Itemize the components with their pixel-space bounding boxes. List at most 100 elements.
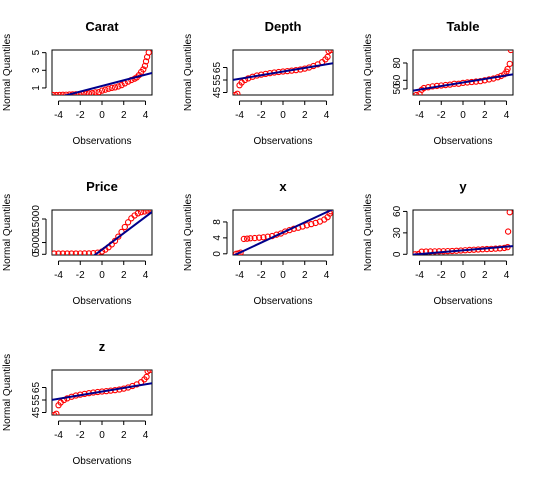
data-point (255, 234, 263, 241)
y-tick-label: 5000 (31, 231, 42, 254)
data-point (234, 90, 241, 95)
data-point (102, 86, 109, 93)
y-tick-label: 50 (392, 83, 403, 95)
plot-frame-z (51, 369, 153, 416)
x-tick-label: -2 (437, 270, 446, 281)
data-point (94, 249, 101, 255)
data-point (477, 78, 484, 85)
data-layer-depth (233, 50, 333, 95)
data-point (325, 50, 332, 55)
x-tick-label: -4 (235, 110, 244, 121)
data-point (92, 89, 99, 95)
plot-title-carat: Carat (85, 19, 119, 34)
data-point (52, 91, 57, 95)
x-axis-label-carat: Observations (73, 136, 132, 147)
y-axis-label-depth: Normal Quantiles (183, 34, 194, 111)
x-axis-label-z: Observations (73, 456, 132, 467)
x-tick-label: 0 (460, 270, 466, 281)
data-point (137, 210, 145, 216)
x-tick-label: -2 (257, 110, 266, 121)
plot-title-x: x (279, 179, 287, 194)
data-point (506, 210, 513, 216)
x-tick-label: 2 (302, 270, 308, 281)
y-tick-label: 55 (31, 394, 42, 406)
x-tick-label: -2 (437, 110, 446, 121)
panel-price: Price Observations Normal Quantiles -4 -2 0 2 4… (2, 179, 153, 307)
data-point (105, 85, 112, 92)
x-axis-label-x: Observations (254, 296, 313, 307)
x-tick-label: 4 (324, 110, 330, 121)
panel-table: Table Observations Normal Quantiles -4 -2 0 2 4… (363, 19, 514, 147)
plot-title-y: y (459, 179, 467, 194)
x-axis-label-price: Observations (73, 296, 132, 307)
data-point (327, 50, 333, 54)
data-point (64, 250, 71, 255)
panel-x: x Observations Normal Quantiles -4 -2 0 2 4 0 4 8 (183, 179, 334, 307)
data-point (118, 81, 125, 89)
data-layer-table (413, 50, 513, 95)
x-tick-label: -2 (257, 270, 266, 281)
plot-frame-y (412, 209, 514, 256)
data-point (111, 84, 119, 91)
data-layer-price (52, 210, 152, 255)
reference-line-price (93, 211, 152, 255)
data-point (89, 89, 96, 95)
y-tick-label: 65 (212, 62, 223, 74)
data-point (324, 53, 331, 61)
y-tick-label: 15000 (31, 205, 42, 233)
reference-line-x (233, 210, 333, 255)
x-tick-label: -2 (76, 270, 85, 281)
y-axis-label-y: Normal Quantiles (363, 194, 374, 271)
data-point (98, 87, 106, 94)
y-tick-label: 80 (392, 57, 403, 69)
x-tick-label: 4 (143, 430, 149, 441)
data-point (81, 250, 88, 255)
x-tick-label: 0 (99, 110, 105, 121)
y-axis-label-table: Normal Quantiles (363, 34, 374, 111)
y-tick-label: 0 (392, 251, 403, 257)
data-point (504, 65, 511, 73)
data-point (53, 410, 60, 415)
data-point (82, 90, 89, 95)
data-point (140, 66, 147, 73)
panel-y: y Observations Normal Quantiles -4 -2 0 2 4 0 30 6… (363, 179, 514, 307)
data-point (115, 233, 122, 240)
data-point (303, 222, 311, 229)
y-tick-label: 60 (392, 74, 403, 86)
data-point (247, 235, 254, 242)
y-axis-label-carat: Normal Quantiles (2, 34, 13, 111)
y-axis-label-x: Normal Quantiles (183, 194, 194, 271)
data-point (504, 228, 512, 235)
x-tick-label: 2 (482, 270, 488, 281)
data-point (260, 234, 267, 241)
y-axis-label-price: Normal Quantiles (2, 194, 13, 271)
data-point (141, 210, 148, 215)
x-tick-label: -2 (76, 110, 85, 121)
data-layer-z (52, 370, 152, 415)
x-tick-label: 2 (121, 270, 127, 281)
x-tick-label: 4 (143, 270, 149, 281)
data-point (124, 219, 132, 226)
data-point (68, 250, 75, 255)
data-point (243, 235, 251, 242)
x-tick-label: 4 (143, 110, 149, 121)
data-point (308, 220, 315, 228)
data-point (506, 60, 513, 67)
x-tick-label: -4 (415, 110, 424, 121)
x-tick-label: 0 (99, 270, 105, 281)
data-point (52, 250, 58, 255)
y-tick-label: 65 (31, 382, 42, 394)
y-tick-label: 60 (392, 205, 403, 217)
data-point (507, 50, 513, 54)
data-point (251, 234, 258, 242)
x-tick-label: -4 (415, 270, 424, 281)
plot-title-depth: Depth (265, 19, 302, 34)
data-point (121, 223, 128, 231)
data-point (142, 58, 150, 65)
x-tick-label: 4 (504, 270, 510, 281)
y-tick-label: 55 (212, 74, 223, 86)
y-tick-label: 1 (31, 85, 42, 91)
x-tick-label: -4 (54, 430, 63, 441)
data-point (134, 210, 142, 217)
